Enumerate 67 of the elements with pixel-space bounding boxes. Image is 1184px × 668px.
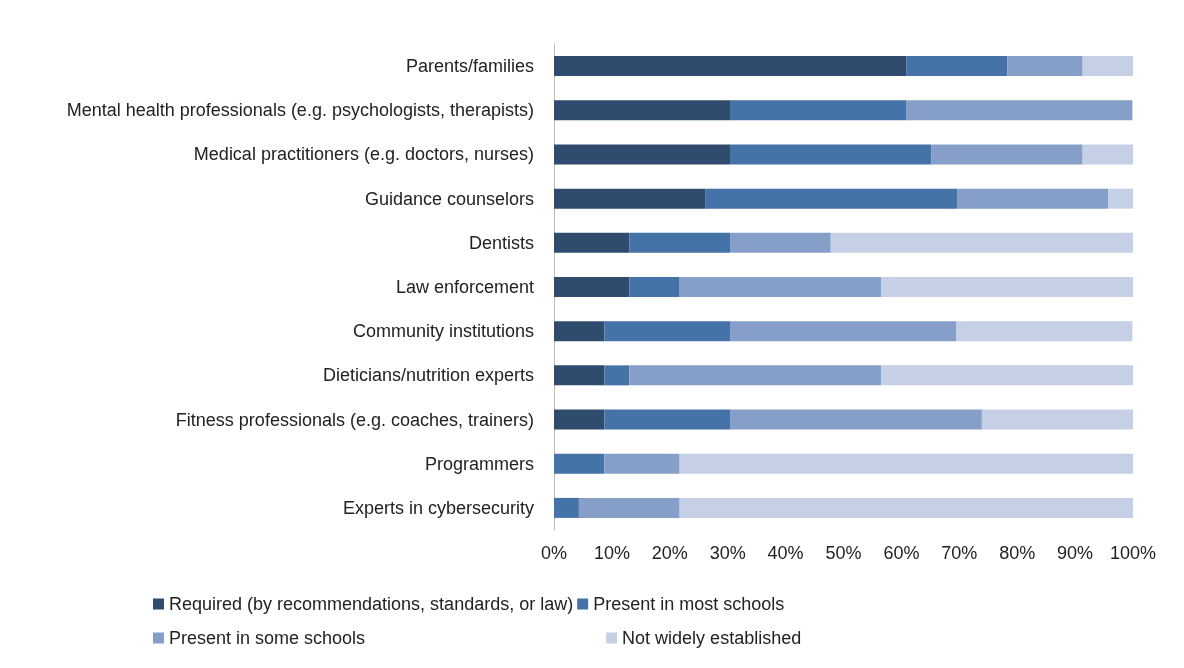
x-tick-label: 50% [825,543,862,563]
x-tick-label: 30% [709,543,746,563]
y-tick-label: Dieticians/nutrition experts [322,365,534,386]
legend-label: Present in most schools [593,594,785,614]
bar [554,100,731,121]
bar [1082,144,1133,165]
bar [956,321,1133,342]
x-tick-label: 20% [651,543,688,563]
bar [629,232,731,253]
bar [956,188,1109,209]
bar [1082,56,1133,77]
bar [906,56,1008,77]
bar [730,321,957,342]
x-tick-label: 0% [540,543,568,563]
x-tick-label: 100% [1109,543,1157,563]
bar [830,232,1133,253]
y-tick-label: Experts in cybersecurity [342,497,534,518]
x-tick-label: 80% [999,543,1036,563]
x-tick-label: 40% [767,543,804,563]
bar [981,409,1133,430]
bar [554,188,706,209]
legend-label: Required (by recommendations, standards, or law) [169,594,574,614]
bar [554,409,605,430]
bar [604,453,680,474]
legend-label: Present in some schools [169,628,366,648]
bar [604,409,731,430]
y-tick-label: Medical practitioners (e.g. doctors, nurses) [193,144,534,165]
y-tick-label: Mental health professionals (e.g. psychologists, therapists) [66,100,534,121]
bar [554,321,605,342]
bar [931,144,1083,165]
y-tick-label: Community institutions [352,321,534,342]
legend-label: Not widely established [622,628,802,648]
bar [554,365,605,386]
bar [906,100,1133,121]
bar [554,232,630,253]
bar [679,453,1133,474]
bar [679,497,1133,518]
x-tick-label: 70% [941,543,978,563]
y-tick-label: Dentists [468,232,534,253]
bar [554,497,579,518]
bar [578,497,680,518]
bar [679,277,882,297]
bar [881,365,1133,386]
bar [730,144,932,165]
bar [730,232,831,253]
bar [730,409,982,430]
bar [604,321,731,342]
bar [629,277,680,297]
y-tick-label: Guidance counselors [364,188,534,209]
bar [554,56,907,77]
bar [705,188,957,209]
bar [554,144,731,165]
bar [554,277,630,297]
bar [629,365,882,386]
y-tick-label: Parents/families [405,56,534,77]
bar [881,277,1133,297]
y-tick-label: Fitness professionals (e.g. coaches, trainers) [175,409,534,430]
bar [554,453,605,474]
x-tick-label: 90% [1057,543,1094,563]
bar [1108,188,1133,209]
x-tick-label: 10% [593,543,630,563]
bar [604,365,630,386]
y-tick-label: Law enforcement [395,277,534,297]
y-tick-label: Programmers [424,453,534,474]
bar [1007,56,1083,77]
x-tick-label: 60% [883,543,920,563]
bar [730,100,907,121]
